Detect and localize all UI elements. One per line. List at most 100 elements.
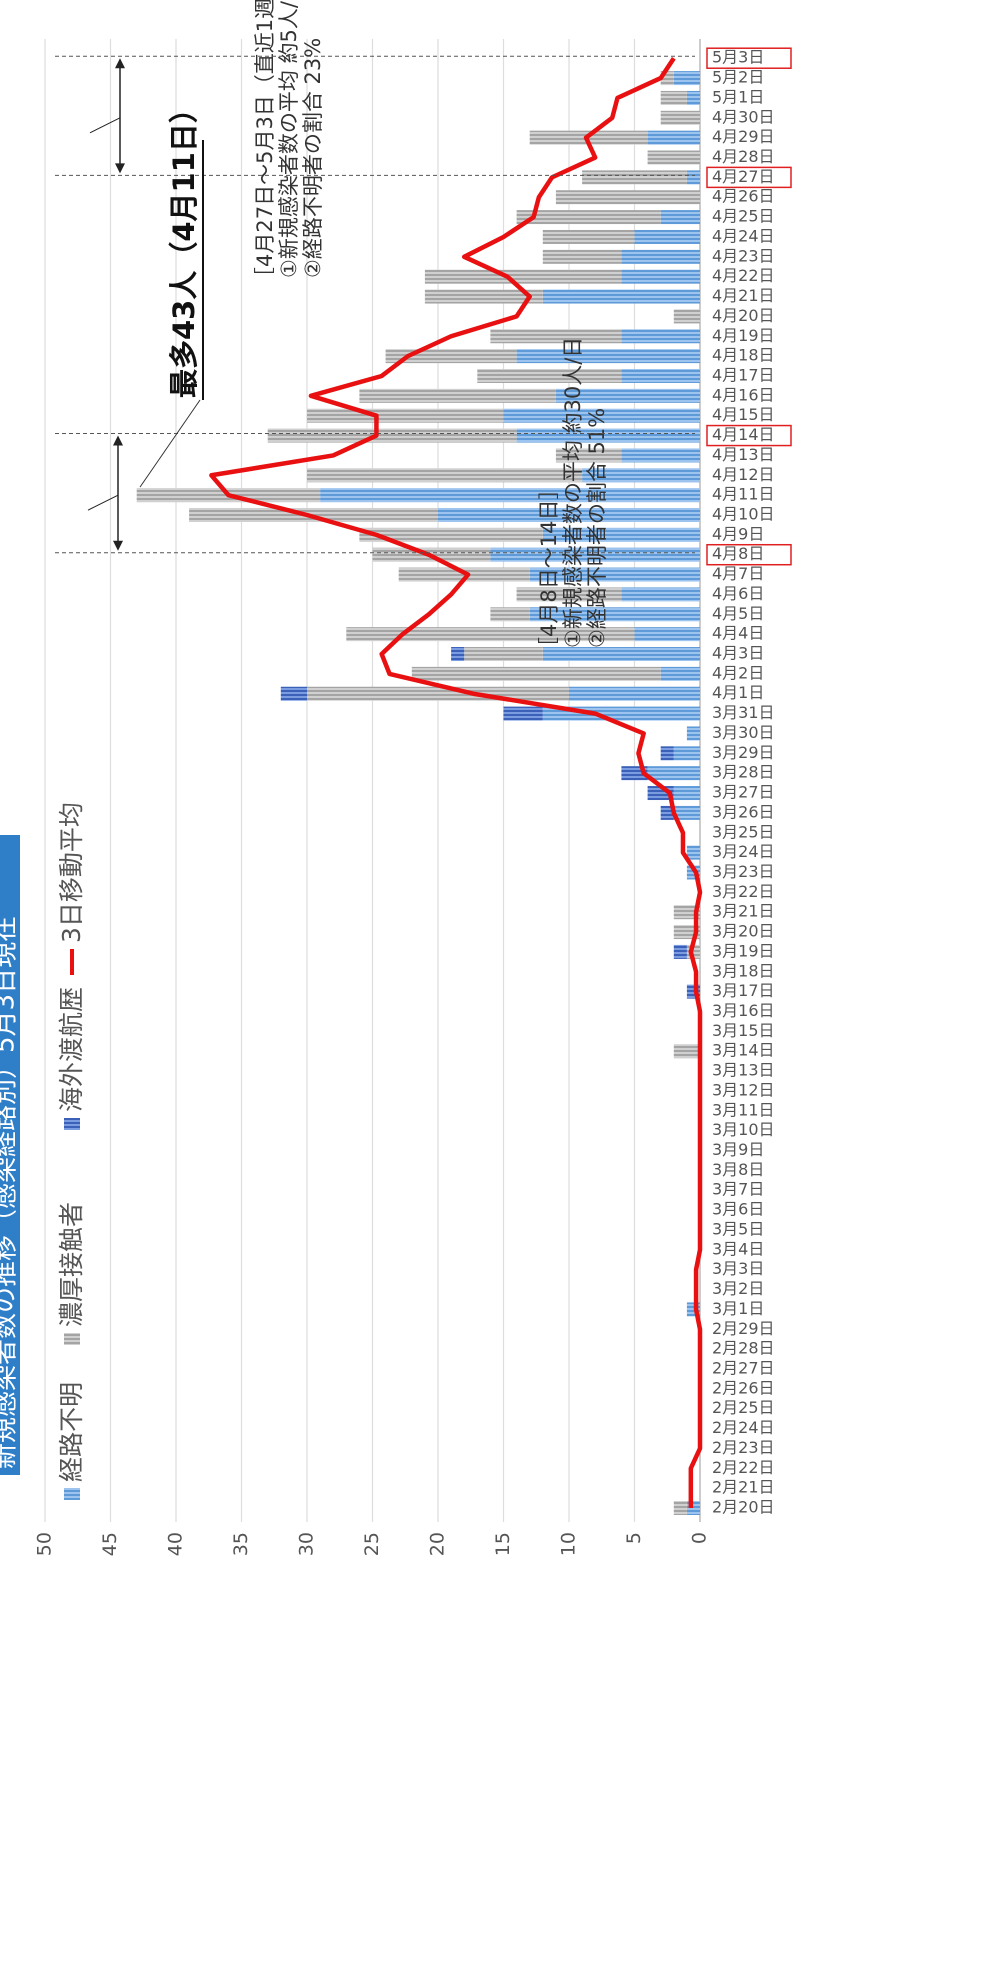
- x-tick-label: 3月20日: [712, 922, 775, 941]
- bar-segment: [267, 428, 517, 443]
- x-tick-label: 4月24日: [712, 226, 775, 245]
- x-tick-label: 4月22日: [712, 266, 775, 285]
- x-tick-label: 3月30日: [712, 723, 775, 742]
- bar-segment: [307, 686, 569, 701]
- x-tick-label: 4月10日: [712, 505, 775, 524]
- y-tick-label: 15: [492, 1532, 514, 1556]
- bar-segment: [660, 90, 687, 105]
- highlight-box: [706, 424, 792, 447]
- bar-segment: [647, 150, 700, 165]
- bar-segment: [529, 607, 701, 622]
- x-tick-label: 4月6日: [712, 584, 764, 603]
- x-tick-label: 4月14日: [712, 425, 775, 444]
- bar-segment: [490, 547, 700, 562]
- x-tick-label: 4月9日: [712, 524, 764, 543]
- x-tick-label: 4月19日: [712, 326, 775, 345]
- bar-segment: [634, 229, 700, 244]
- bar-segment: [490, 607, 530, 622]
- x-tick-label: 3月12日: [712, 1080, 775, 1099]
- annotation-text: ［4月8日～14日］: [537, 479, 561, 658]
- bar-segment: [503, 408, 700, 423]
- x-tick-label: 3月10日: [712, 1120, 775, 1139]
- highlight-box: [706, 543, 792, 566]
- highlight-box: [706, 166, 792, 189]
- bar-segment: [621, 368, 701, 383]
- bar-segment: [660, 666, 701, 681]
- bar-segment: [673, 805, 700, 820]
- legend-swatch: [64, 1118, 80, 1130]
- title-band: [0, 835, 20, 1475]
- legend-swatch: [64, 1333, 80, 1345]
- bar-segment: [320, 488, 700, 503]
- x-tick-label: 3月1日: [712, 1299, 764, 1318]
- annotation-text: ②経路不明者の割合 51%: [585, 408, 609, 648]
- x-tick-label: 4月20日: [712, 306, 775, 325]
- x-tick-label: 3月9日: [712, 1140, 764, 1159]
- x-tick-label: 2月21日: [712, 1478, 775, 1497]
- y-tick-label: 50: [34, 1532, 56, 1556]
- x-tick-label: 3月14日: [712, 1041, 775, 1060]
- x-tick-label: 4月23日: [712, 246, 775, 265]
- x-tick-label: 3月11日: [712, 1100, 775, 1119]
- bar-segment: [280, 686, 307, 701]
- bar-segment: [582, 170, 687, 185]
- bar-segment: [438, 508, 700, 522]
- x-tick-label: 3月24日: [712, 842, 775, 861]
- x-tick-label: 4月17日: [712, 365, 775, 384]
- annotation-text: ②経路不明者の割合 23%: [301, 38, 325, 278]
- bar-segment: [621, 249, 701, 264]
- bar-segment: [542, 527, 700, 542]
- bar-segment: [673, 944, 687, 959]
- y-tick-label: 0: [689, 1532, 711, 1544]
- bar-segment: [555, 388, 701, 403]
- bar-segment: [555, 448, 622, 463]
- x-tick-label: 3月28日: [712, 763, 775, 782]
- x-tick-label: 4月1日: [712, 683, 764, 702]
- x-tick-label: 3月4日: [712, 1239, 764, 1258]
- annotation-text: ［4月27日～5月3日（直近1週間）］: [253, 0, 277, 288]
- bar-segment: [490, 329, 622, 344]
- bar-segment: [647, 766, 700, 781]
- bar-segment: [424, 269, 622, 284]
- x-tick-label: 4月27日: [712, 167, 775, 186]
- bar-segment: [686, 845, 701, 860]
- x-tick-label: 4月21日: [712, 286, 775, 305]
- chart-title: 新規感染者数の推移（感染経路別）5月3日現在: [0, 916, 21, 1469]
- highlight-box: [706, 47, 792, 69]
- x-tick-label: 4月15日: [712, 405, 775, 424]
- x-tick-label: 5月2日: [712, 68, 764, 87]
- x-tick-label: 3月25日: [712, 822, 775, 841]
- annotation-text: ①新規感染者数の平均 約30人/日: [561, 337, 585, 648]
- x-tick-label: 3月21日: [712, 902, 775, 921]
- bar-segment: [660, 210, 701, 225]
- bar-segment: [621, 269, 701, 284]
- x-tick-label: 3月26日: [712, 802, 775, 821]
- leader-line: [89, 117, 121, 134]
- bar-segment: [424, 289, 543, 304]
- bar-segment: [673, 786, 700, 801]
- x-tick-label: 3月29日: [712, 743, 775, 762]
- bar-segment: [516, 587, 622, 602]
- x-tick-label: 4月4日: [712, 624, 764, 643]
- bar-segment: [660, 746, 674, 761]
- x-tick-label: 4月5日: [712, 604, 764, 623]
- x-tick-label: 2月24日: [712, 1418, 775, 1437]
- x-tick-label: 4月29日: [712, 127, 775, 146]
- x-tick-label: 5月3日: [712, 48, 764, 67]
- x-tick-label: 2月20日: [712, 1498, 775, 1517]
- x-tick-label: 2月26日: [712, 1378, 775, 1397]
- bar-segment: [516, 210, 661, 225]
- bar-segment: [542, 249, 622, 264]
- x-tick-label: 3月31日: [712, 703, 775, 722]
- x-tick-label: 4月11日: [712, 485, 775, 504]
- x-tick-label: 3月3日: [712, 1259, 764, 1278]
- y-tick-label: 25: [361, 1532, 383, 1556]
- x-tick-label: 3月5日: [712, 1219, 764, 1238]
- bar-segment: [660, 805, 674, 820]
- bar-segment: [569, 686, 700, 701]
- x-tick-label: 4月8日: [712, 544, 764, 563]
- bar-segment: [503, 706, 543, 721]
- y-tick-label: 35: [230, 1532, 252, 1556]
